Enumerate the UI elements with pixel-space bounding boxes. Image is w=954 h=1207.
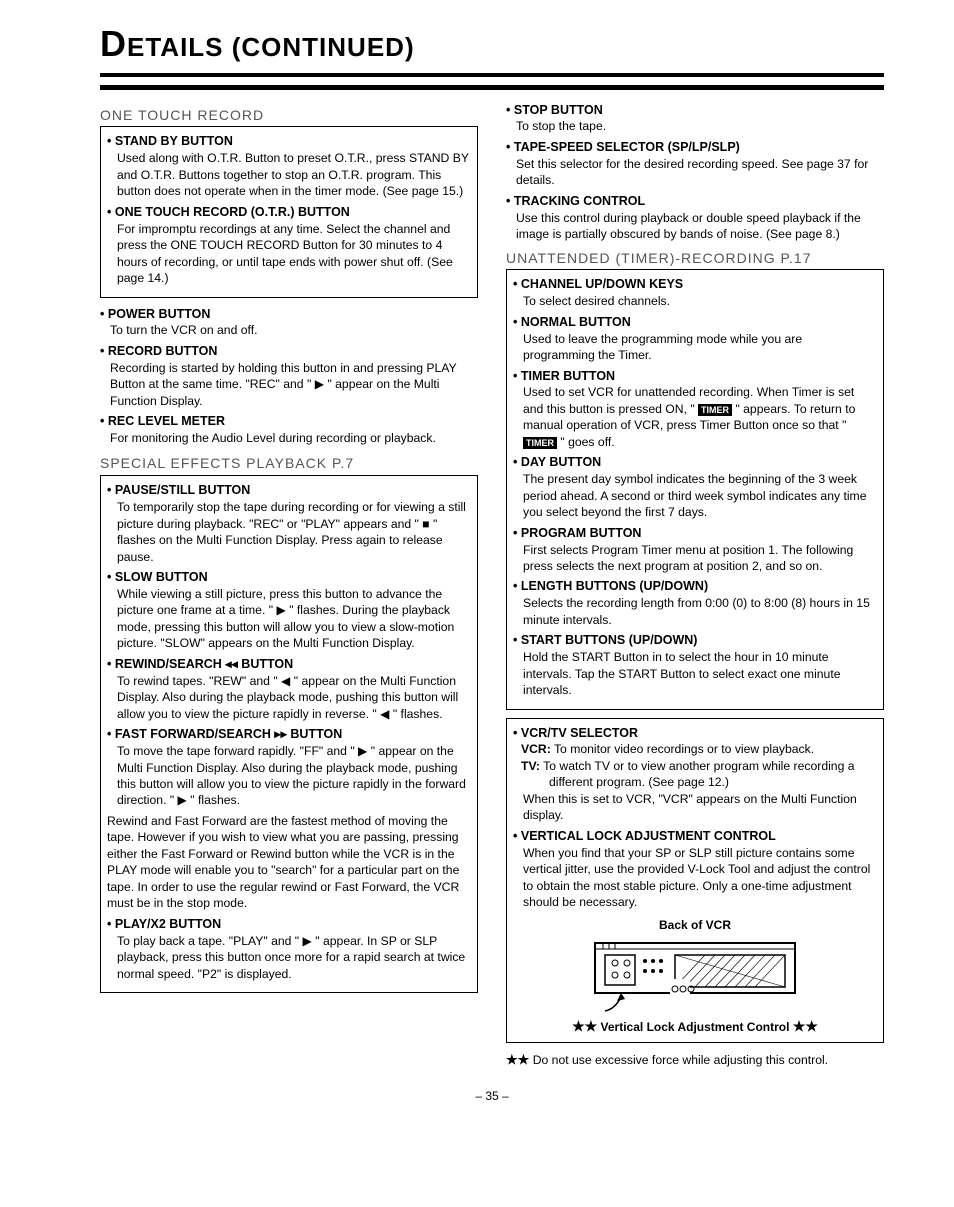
item-title: NORMAL BUTTON (513, 314, 877, 331)
section-heading-one-touch-record: ONE TOUCH RECORD (100, 106, 478, 125)
vcr-back-figure: Back of VCR (513, 917, 877, 1036)
item-stop: STOP BUTTON To stop the tape. (506, 102, 884, 135)
item-program: PROGRAM BUTTON First selects Program Tim… (513, 525, 877, 575)
item-record: RECORD BUTTON Recording is started by ho… (100, 343, 478, 409)
item-otr: ONE TOUCH RECORD (O.T.R.) BUTTON For imp… (107, 204, 471, 287)
item-body: Set this selector for the desired record… (516, 156, 884, 189)
item-title: FAST FORWARD/SEARCH ▸▸ BUTTON (107, 726, 471, 743)
section-box-one-touch-record: STAND BY BUTTON Used along with O.T.R. B… (100, 126, 478, 297)
timer-badge-icon: TIMER (698, 404, 732, 416)
item-title: VCR/TV SELECTOR (513, 725, 877, 742)
item-body: Used along with O.T.R. Button to preset … (117, 150, 471, 199)
item-body: Recording is started by holding this but… (110, 360, 478, 409)
item-body: The present day symbol indicates the beg… (523, 471, 877, 520)
item-body: To play back a tape. "PLAY" and " ▶ " ap… (117, 933, 471, 982)
figure-label-top: Back of VCR (513, 917, 877, 933)
item-title: REWIND/SEARCH ◂◂ BUTTON (107, 656, 471, 673)
svg-text:TIMER: TIMER (701, 405, 729, 415)
item-stand-by: STAND BY BUTTON Used along with O.T.R. B… (107, 133, 471, 199)
item-play-x2: PLAY/X2 BUTTON To play back a tape. "PLA… (107, 916, 471, 982)
item-body: Used to set VCR for unattended recording… (523, 384, 877, 450)
item-pause-still: PAUSE/STILL BUTTON To temporarily stop t… (107, 482, 471, 565)
item-title: TRACKING CONTROL (506, 193, 884, 210)
item-day: DAY BUTTON The present day symbol indica… (513, 454, 877, 520)
vcrtv-vcr-line: VCR: To monitor video recordings or to v… (549, 741, 877, 757)
item-body: When you find that your SP or SLP still … (523, 845, 877, 911)
item-title: PROGRAM BUTTON (513, 525, 877, 542)
two-column-layout: ONE TOUCH RECORD STAND BY BUTTON Used al… (100, 100, 884, 1069)
horizontal-rule (100, 85, 884, 90)
section-heading-unattended: UNATTENDED (TIMER)-RECORDING P.17 (506, 249, 884, 268)
item-title: TAPE-SPEED SELECTOR (SP/LP/SLP) (506, 139, 884, 156)
figure-label-bottom: ★★ Vertical Lock Adjustment Control ★★ (513, 1017, 877, 1036)
section-box-special-effects: PAUSE/STILL BUTTON To temporarily stop t… (100, 475, 478, 993)
vcr-back-illustration-icon (575, 935, 815, 1015)
footnote: ★★ Do not use excessive force while adju… (506, 1051, 884, 1069)
item-rec-level-meter: REC LEVEL METER For monitoring the Audio… (100, 413, 478, 446)
item-title: POWER BUTTON (100, 306, 478, 323)
left-column: ONE TOUCH RECORD STAND BY BUTTON Used al… (100, 100, 478, 1069)
item-body: To turn the VCR on and off. (110, 322, 478, 338)
page-title: DETAILS (CONTINUED) (100, 20, 884, 77)
item-body: To select desired channels. (523, 293, 877, 309)
footnote-stars-icon: ★★ (506, 1052, 529, 1067)
item-title: PAUSE/STILL BUTTON (107, 482, 471, 499)
item-vcrtv: VCR/TV SELECTOR VCR: To monitor video re… (513, 725, 877, 824)
section-box-stop-tape: STOP BUTTON To stop the tape. TAPE-SPEED… (506, 102, 884, 243)
page-number: – 35 – (100, 1088, 884, 1104)
item-body: Selects the recording length from 0:00 (… (523, 595, 877, 628)
paragraph-search-explanation: Rewind and Fast Forward are the fastest … (107, 813, 471, 912)
svg-text:TIMER: TIMER (526, 438, 554, 448)
item-title: START BUTTONS (UP/DOWN) (513, 632, 877, 649)
item-body: For impromptu recordings at any time. Se… (117, 221, 471, 287)
item-vlock: VERTICAL LOCK ADJUSTMENT CONTROL When yo… (513, 828, 877, 911)
timer-badge-icon: TIMER (523, 437, 557, 449)
item-tape-speed: TAPE-SPEED SELECTOR (SP/LP/SLP) Set this… (506, 139, 884, 189)
item-power: POWER BUTTON To turn the VCR on and off. (100, 306, 478, 339)
page-title-rest: ETAILS (CONTINUED) (127, 32, 415, 62)
item-title: SLOW BUTTON (107, 569, 471, 586)
item-title: DAY BUTTON (513, 454, 877, 471)
item-start: START BUTTONS (UP/DOWN) Hold the START B… (513, 632, 877, 698)
item-body: While viewing a still picture, press thi… (117, 586, 471, 652)
item-normal: NORMAL BUTTON Used to leave the programm… (513, 314, 877, 364)
item-length: LENGTH BUTTONS (UP/DOWN) Selects the rec… (513, 578, 877, 628)
page-title-dropcap: D (100, 23, 127, 64)
section-box-unattended: CHANNEL UP/DOWN KEYS To select desired c… (506, 269, 884, 709)
right-column: STOP BUTTON To stop the tape. TAPE-SPEED… (506, 100, 884, 1069)
item-body: To stop the tape. (516, 118, 884, 134)
item-slow: SLOW BUTTON While viewing a still pictur… (107, 569, 471, 652)
footnote-text: Do not use excessive force while adjusti… (533, 1053, 828, 1067)
item-body: To temporarily stop the tape during reco… (117, 499, 471, 565)
section-box-power-record: POWER BUTTON To turn the VCR on and off.… (100, 306, 478, 447)
item-title: RECORD BUTTON (100, 343, 478, 360)
item-title: ONE TOUCH RECORD (O.T.R.) BUTTON (107, 204, 471, 221)
section-heading-special-effects: SPECIAL EFFECTS PLAYBACK P.7 (100, 454, 478, 473)
vcrtv-tv-line: TV: To watch TV or to view another progr… (549, 758, 877, 791)
item-timer: TIMER BUTTON Used to set VCR for unatten… (513, 368, 877, 451)
item-title: STOP BUTTON (506, 102, 884, 119)
item-title: CHANNEL UP/DOWN KEYS (513, 276, 877, 293)
section-box-vcrtv: VCR/TV SELECTOR VCR: To monitor video re… (506, 718, 884, 1043)
item-body: Hold the START Button in to select the h… (523, 649, 877, 698)
item-title: PLAY/X2 BUTTON (107, 916, 471, 933)
item-channel-keys: CHANNEL UP/DOWN KEYS To select desired c… (513, 276, 877, 309)
item-title: REC LEVEL METER (100, 413, 478, 430)
vcrtv-tail: When this is set to VCR, "VCR" appears o… (523, 791, 877, 824)
item-rewind: REWIND/SEARCH ◂◂ BUTTON To rewind tapes.… (107, 656, 471, 722)
item-fast-forward: FAST FORWARD/SEARCH ▸▸ BUTTON To move th… (107, 726, 471, 809)
item-body: First selects Program Timer menu at posi… (523, 542, 877, 575)
item-title: STAND BY BUTTON (107, 133, 471, 150)
item-body: To move the tape forward rapidly. "FF" a… (117, 743, 471, 809)
item-title: TIMER BUTTON (513, 368, 877, 385)
item-title: VERTICAL LOCK ADJUSTMENT CONTROL (513, 828, 877, 845)
item-tracking: TRACKING CONTROL Use this control during… (506, 193, 884, 243)
item-body: To rewind tapes. "REW" and " ◀ " appear … (117, 673, 471, 722)
item-title: LENGTH BUTTONS (UP/DOWN) (513, 578, 877, 595)
item-body: For monitoring the Audio Level during re… (110, 430, 478, 446)
item-body: Used to leave the programming mode while… (523, 331, 877, 364)
item-body: Use this control during playback or doub… (516, 210, 884, 243)
timer-body-p3: " goes off. (560, 435, 614, 449)
